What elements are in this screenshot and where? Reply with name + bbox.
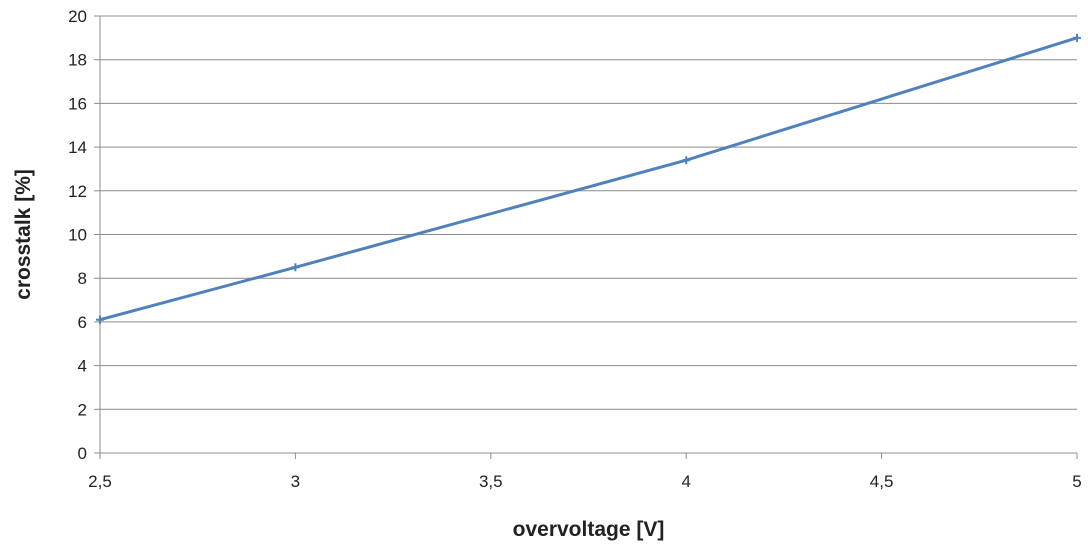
y-tick-label: 8 — [78, 269, 87, 288]
data-point-marker — [291, 263, 300, 272]
x-tick-label: 4 — [681, 472, 690, 491]
series-line — [98, 36, 1079, 322]
x-axis-title: overvoltage [V] — [513, 518, 665, 541]
data-point-marker — [96, 315, 104, 324]
y-tick-label: 0 — [78, 444, 87, 463]
y-tick-labels: 0 2 4 6 8 10 12 14 16 18 20 — [68, 7, 87, 463]
axes — [94, 15, 1078, 459]
y-tick-label: 2 — [78, 400, 87, 419]
data-point-marker — [1073, 33, 1081, 42]
y-tick-label: 18 — [68, 51, 87, 70]
y-tick-label: 6 — [78, 313, 87, 332]
x-tick-label: 4,5 — [870, 472, 894, 491]
y-tick-label: 10 — [68, 226, 87, 245]
x-tick-label: 5 — [1072, 472, 1081, 491]
data-point-marker — [682, 156, 691, 165]
x-tick-label: 2,5 — [88, 472, 112, 491]
grid-lines — [100, 15, 1077, 454]
y-tick-label: 12 — [68, 182, 87, 201]
y-tick-label: 4 — [78, 357, 87, 376]
x-tick-label: 3,5 — [479, 472, 503, 491]
y-tick-label: 14 — [68, 138, 87, 157]
y-tick-label: 16 — [68, 94, 87, 113]
y-tick-label: 20 — [68, 7, 87, 26]
x-tick-label: 3 — [291, 472, 300, 491]
series-layer — [96, 33, 1081, 324]
y-axis-title: crosstalk [%] — [12, 169, 35, 300]
x-tick-labels: 2,5 3 3,5 4 4,5 5 — [88, 472, 1082, 491]
